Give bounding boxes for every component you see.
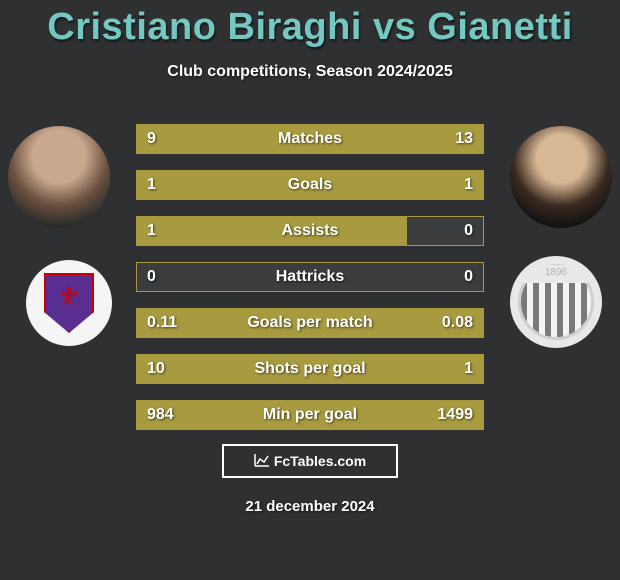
stat-row: 11Goals xyxy=(136,170,484,200)
stat-row: 00Hattricks xyxy=(136,262,484,292)
fiorentina-crest-icon xyxy=(44,273,94,333)
stat-row: 0.110.08Goals per match xyxy=(136,308,484,338)
source-badge: FcTables.com xyxy=(222,444,398,478)
source-label: FcTables.com xyxy=(274,453,366,469)
stat-row: 913Matches xyxy=(136,124,484,154)
stat-label: Goals per match xyxy=(137,309,483,337)
stat-label: Goals xyxy=(137,171,483,199)
stat-label: Hattricks xyxy=(137,263,483,291)
page-title: Cristiano Biraghi vs Gianetti xyxy=(0,0,620,49)
player-left-avatar xyxy=(8,126,110,228)
stat-row: 101Shots per goal xyxy=(136,354,484,384)
stat-label: Min per goal xyxy=(137,401,483,429)
stat-label: Matches xyxy=(137,125,483,153)
stat-row: 10Assists xyxy=(136,216,484,246)
chart-icon xyxy=(254,453,270,470)
subtitle: Club competitions, Season 2024/2025 xyxy=(0,63,620,81)
stat-label: Shots per goal xyxy=(137,355,483,383)
stats-container: 913Matches 11Goals 10Assists 00Hattricks 0.1… xyxy=(136,124,484,446)
player-right-avatar xyxy=(510,126,612,228)
stat-label: Assists xyxy=(137,217,483,245)
stat-row: 9841499Min per goal xyxy=(136,400,484,430)
udinese-crest-icon xyxy=(518,264,594,340)
date-label: 21 december 2024 xyxy=(0,498,620,515)
club-right-badge xyxy=(510,256,602,348)
club-left-badge xyxy=(26,260,112,346)
